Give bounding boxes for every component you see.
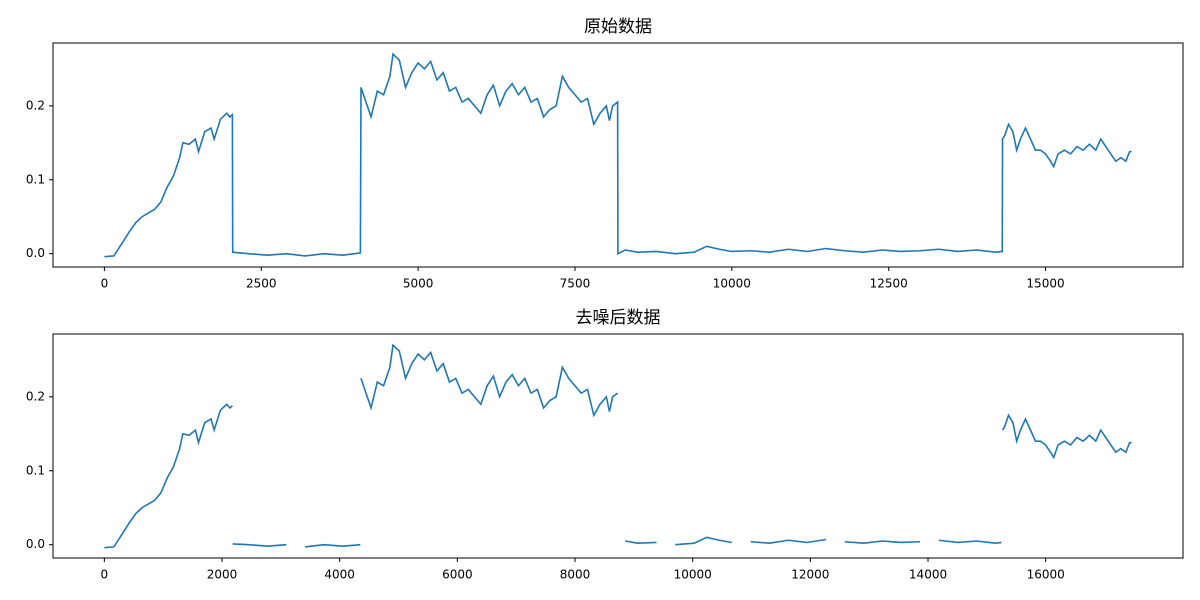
- y-tick-label: 0.1: [26, 463, 45, 477]
- x-tick-label: 5000: [403, 277, 434, 291]
- chart-title: 去噪后数据: [576, 308, 661, 328]
- data-line: [104, 343, 1132, 549]
- y-tick-label: 0.2: [26, 98, 45, 112]
- chart-title: 原始数据: [584, 17, 652, 37]
- x-tick-label: 10000: [713, 277, 751, 291]
- x-tick-label: 6000: [442, 568, 473, 582]
- y-tick-label: 0.2: [26, 389, 45, 403]
- y-tick-label: 0.0: [26, 246, 45, 260]
- x-tick-label: 14000: [909, 568, 947, 582]
- data-line: [104, 52, 1132, 258]
- x-tick-label: 15000: [1026, 277, 1064, 291]
- x-tick-label: 16000: [1027, 568, 1065, 582]
- x-tick-label: 4000: [324, 568, 355, 582]
- axes-frame: [52, 333, 1184, 559]
- x-tick-label: 7500: [560, 277, 591, 291]
- y-tick-label: 0.0: [26, 537, 45, 551]
- x-tick-label: 12000: [791, 568, 829, 582]
- x-tick-label: 0: [101, 568, 109, 582]
- x-tick-label: 12500: [870, 277, 908, 291]
- y-tick-label: 0.1: [26, 172, 45, 186]
- axes-frame: [52, 42, 1184, 268]
- x-tick-label: 0: [101, 277, 109, 291]
- x-tick-label: 2000: [207, 568, 238, 582]
- x-tick-label: 2500: [246, 277, 277, 291]
- x-tick-label: 8000: [560, 568, 591, 582]
- x-tick-label: 10000: [674, 568, 712, 582]
